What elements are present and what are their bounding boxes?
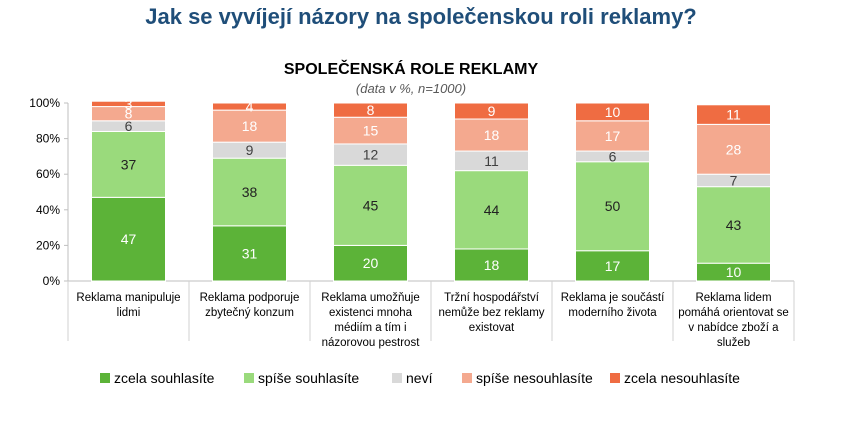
data-label: 50 [605, 198, 621, 214]
bar-segment [454, 248, 529, 282]
y-tick-label: 100% [29, 96, 60, 110]
data-label: 9 [246, 142, 254, 158]
data-label: 15 [363, 123, 379, 139]
x-category-label: Reklama je součástí moderního života [561, 292, 665, 319]
legend-label: neví [406, 370, 433, 386]
bar-segment [212, 225, 287, 282]
legend-swatch [244, 373, 254, 383]
x-category-label: Reklama manipuluje lidmi [76, 292, 180, 319]
bar-segment [454, 170, 529, 250]
data-label: 18 [484, 257, 500, 273]
chart-title: SPOLEČENSKÁ ROLE REKLAMY [284, 59, 539, 78]
legend-swatch [392, 373, 402, 383]
y-tick-label: 20% [36, 238, 60, 252]
bar-segment [696, 104, 771, 125]
data-label: 10 [726, 264, 742, 280]
data-label: 37 [121, 156, 137, 172]
x-category-label: Reklama umožňuje existenci mnoha médiím a … [321, 292, 420, 349]
y-tick-label: 80% [36, 132, 60, 146]
data-label: 8 [125, 106, 133, 122]
bar-segment [575, 102, 650, 122]
bar-segment [575, 120, 650, 152]
x-category-label: Tržní hospodářství nemůže bez reklamy exis… [438, 292, 544, 334]
legend-label: zcela souhlasíte [114, 370, 215, 386]
page-title: Jak se vyvíjejí názory na společenskou r… [145, 4, 697, 29]
data-label: 44 [484, 202, 500, 218]
legend-swatch [100, 373, 110, 383]
bar-segment [454, 102, 529, 120]
data-label: 8 [367, 102, 375, 118]
bar-segment [454, 118, 529, 152]
bar-segment [212, 157, 287, 227]
data-label: 45 [363, 197, 379, 213]
data-label: 4 [246, 99, 254, 115]
data-label: 17 [605, 128, 621, 144]
bar-segment [212, 109, 287, 143]
legend-swatch [462, 373, 472, 383]
x-category-label: Reklama lidem pomáhá orientovat se v nabíd… [678, 292, 789, 349]
legend-swatch [610, 373, 620, 383]
data-label: 18 [242, 118, 258, 134]
bar-segment [333, 244, 408, 282]
bar-segment [696, 186, 771, 264]
data-label: 17 [605, 258, 621, 274]
data-label: 47 [121, 231, 137, 247]
legend-label: zcela nesouhlasíte [624, 370, 740, 386]
data-label: 28 [726, 141, 742, 157]
data-label: 3 [125, 96, 133, 112]
data-label: 10 [605, 104, 621, 120]
x-category-label: Reklama podporuje zbytečný konzum [200, 292, 300, 319]
data-label: 11 [484, 153, 499, 169]
chart-subtitle: (data v %, n=1000) [356, 81, 466, 96]
bar-segment [575, 250, 650, 282]
y-tick-label: 0% [43, 274, 61, 288]
legend-label: spíše nesouhlasíte [476, 370, 593, 386]
data-label: 6 [125, 118, 133, 134]
data-label: 20 [363, 255, 379, 271]
y-tick-label: 40% [36, 203, 60, 217]
bar-segment [212, 102, 287, 111]
data-label: 11 [726, 107, 741, 123]
data-label: 9 [488, 103, 496, 119]
bar-segment [333, 164, 408, 246]
data-label: 12 [363, 147, 379, 163]
y-tick-label: 60% [36, 167, 60, 181]
bar-segment [333, 116, 408, 145]
bar-segment [333, 102, 408, 118]
data-label: 18 [484, 127, 500, 143]
data-label: 7 [730, 172, 738, 188]
data-label: 43 [726, 217, 742, 233]
bar-segment [696, 123, 771, 175]
data-label: 38 [242, 184, 258, 200]
data-label: 31 [242, 245, 258, 261]
legend-label: spíše souhlasíte [258, 370, 359, 386]
bar-segment [91, 100, 166, 108]
bar-segment [575, 161, 650, 252]
data-label: 6 [609, 148, 617, 164]
